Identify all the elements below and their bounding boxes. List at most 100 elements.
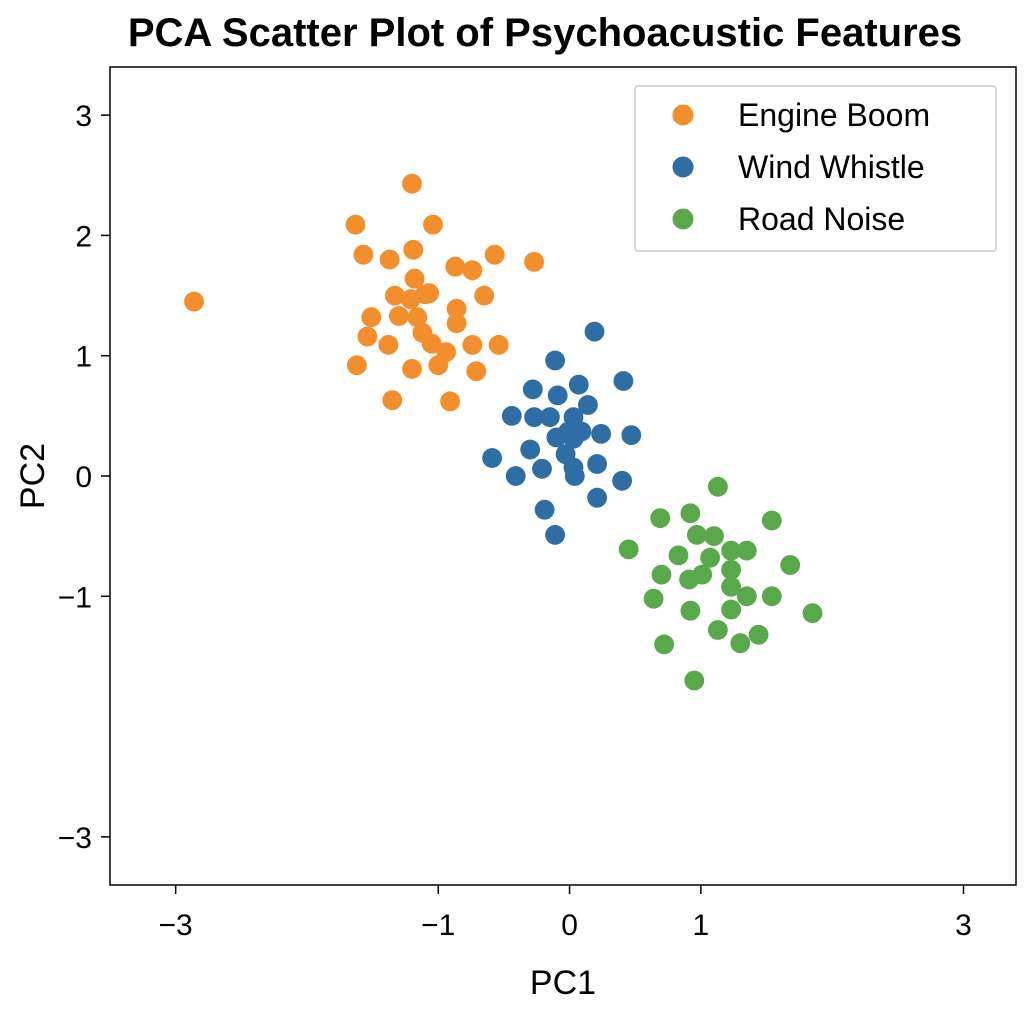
data-point	[547, 385, 568, 406]
x-axis-ticks: −3 −1 0 1 3	[159, 885, 972, 942]
data-point	[501, 405, 522, 426]
data-point	[545, 350, 565, 371]
data-point	[568, 374, 589, 395]
y-tick-label: −3	[58, 822, 92, 855]
legend-marker-wind-whistle	[672, 156, 694, 178]
data-point	[419, 283, 440, 304]
data-point	[402, 358, 422, 379]
y-tick-label: 1	[75, 341, 92, 374]
chart-title: PCA Scatter Plot of Psychoacustic Featur…	[128, 11, 962, 55]
data-point	[584, 321, 605, 342]
data-point	[736, 540, 757, 561]
data-point	[522, 379, 543, 400]
data-point	[687, 525, 707, 545]
y-tick-label: 0	[75, 461, 92, 494]
data-point	[379, 249, 400, 270]
data-point	[440, 391, 461, 412]
legend-label-road-noise: Road Noise	[738, 201, 905, 237]
data-point	[462, 260, 483, 281]
data-point	[524, 251, 544, 272]
legend-label-wind-whistle: Wind Whistle	[738, 149, 925, 185]
data-point	[680, 600, 701, 621]
data-point	[679, 569, 699, 590]
y-tick-label: 3	[75, 100, 92, 133]
data-point	[540, 407, 560, 428]
data-point	[684, 670, 705, 691]
x-tick-label: 0	[561, 909, 578, 942]
y-axis-label: PC2	[14, 443, 52, 509]
data-point	[643, 588, 664, 609]
data-point	[618, 539, 639, 560]
series-wind-whistle	[482, 321, 642, 545]
x-tick-label: −3	[159, 909, 193, 942]
data-point	[520, 439, 541, 460]
data-point	[587, 487, 607, 508]
legend-box	[634, 85, 997, 252]
data-point	[780, 555, 801, 575]
data-point	[721, 599, 741, 620]
data-point	[534, 499, 555, 520]
data-point	[761, 510, 782, 531]
data-point	[591, 423, 611, 444]
data-point	[613, 371, 634, 391]
data-point	[353, 244, 374, 265]
data-point	[402, 173, 422, 194]
data-point	[736, 586, 757, 607]
data-point	[578, 395, 598, 415]
data-point	[668, 545, 689, 566]
data-point	[587, 454, 607, 474]
x-axis-label: PC1	[530, 964, 596, 1002]
data-point	[388, 306, 409, 326]
data-point	[748, 624, 769, 645]
legend: Engine Boom Wind Whistle Road Noise	[634, 85, 997, 252]
data-point	[532, 458, 552, 479]
data-point	[612, 470, 632, 491]
legend-label-engine-boom: Engine Boom	[738, 97, 930, 133]
y-tick-label: 2	[75, 220, 92, 253]
data-point	[621, 425, 642, 446]
data-point	[466, 361, 487, 382]
data-point	[700, 547, 720, 568]
legend-marker-engine-boom	[672, 104, 694, 126]
data-point	[361, 307, 382, 328]
data-point	[708, 476, 728, 497]
data-point	[382, 390, 403, 411]
data-point	[446, 313, 467, 334]
data-point	[761, 586, 782, 607]
data-point	[650, 508, 671, 528]
series-engine-boom	[184, 173, 544, 412]
data-point	[474, 285, 495, 306]
data-point	[563, 428, 584, 449]
data-point	[404, 268, 425, 289]
data-point	[488, 334, 509, 355]
data-point	[802, 603, 823, 623]
data-point	[704, 526, 724, 546]
x-tick-label: 3	[955, 909, 972, 942]
data-point	[651, 564, 672, 585]
data-point	[721, 576, 741, 597]
series-road-noise	[618, 476, 823, 691]
data-point	[445, 256, 466, 277]
y-tick-label: −1	[58, 581, 92, 614]
data-point	[462, 334, 483, 355]
data-point	[721, 559, 741, 580]
data-point	[345, 214, 366, 235]
data-point	[730, 633, 751, 654]
data-point	[423, 214, 443, 235]
x-tick-label: 1	[693, 909, 710, 942]
y-axis-ticks: 3 2 1 0 −1 −3	[58, 100, 110, 855]
data-point	[357, 326, 378, 347]
data-point	[403, 239, 424, 260]
data-point	[654, 634, 674, 655]
data-point	[708, 620, 728, 640]
data-point	[680, 503, 701, 524]
data-point	[545, 525, 565, 545]
data-point	[346, 355, 367, 376]
data-point	[184, 291, 204, 312]
data-points	[184, 173, 823, 691]
data-point	[564, 466, 585, 486]
data-point	[505, 466, 526, 486]
x-tick-label: −1	[421, 909, 455, 942]
data-point	[428, 355, 449, 376]
